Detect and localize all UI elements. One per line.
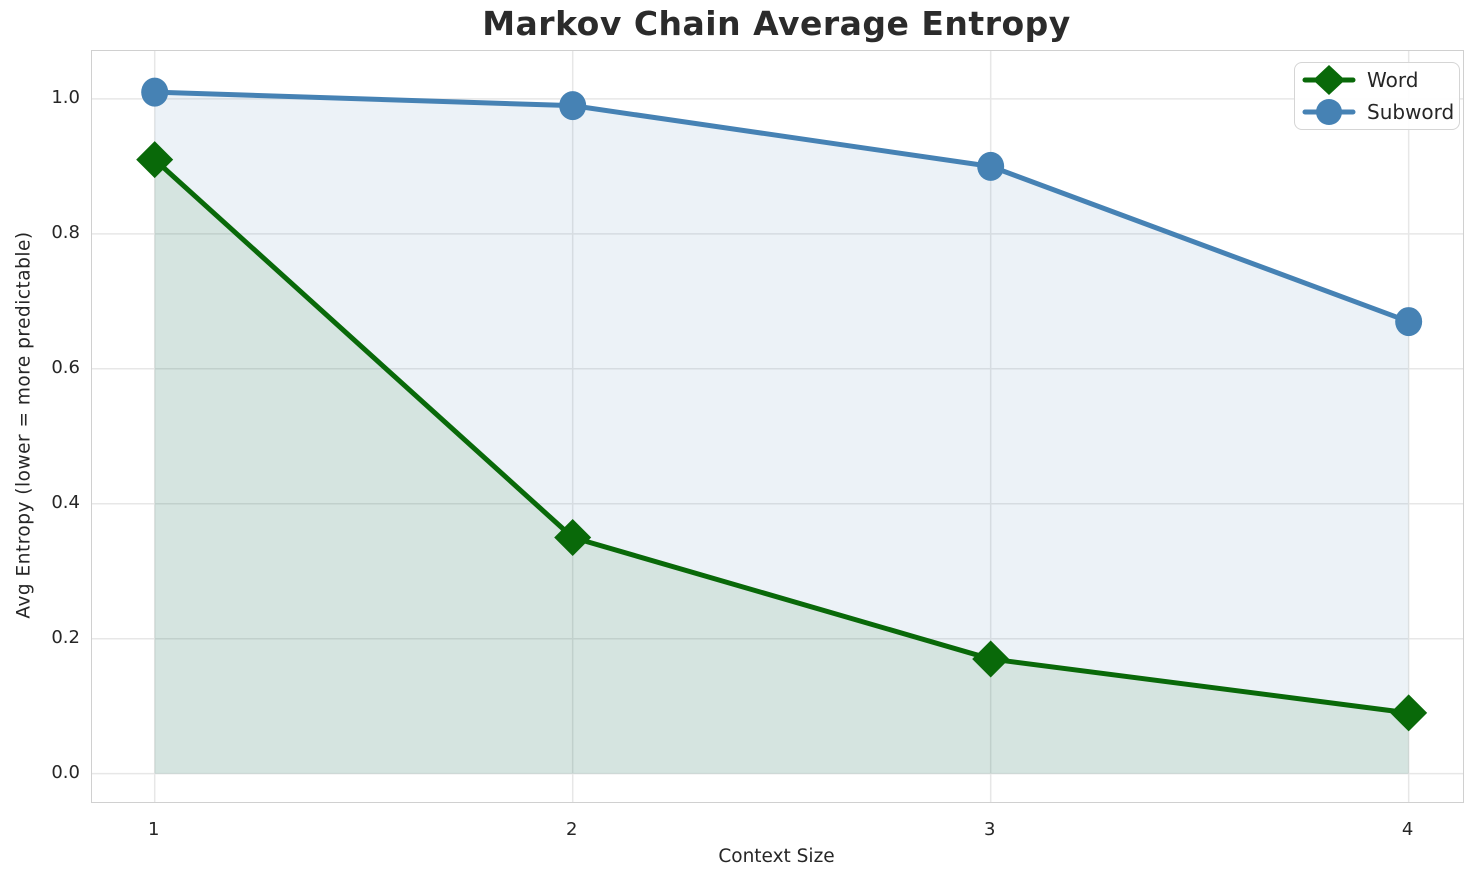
subword-circle-marker-icon (1302, 99, 1356, 125)
y-tick-label: 0.8 (51, 221, 80, 243)
y-tick-label: 0.2 (51, 626, 80, 648)
legend-item-word: Word (1301, 64, 1453, 96)
y-tick-label: 0.0 (51, 761, 80, 783)
area-fill-subword (154, 92, 1409, 774)
legend-label-word: Word (1367, 68, 1419, 92)
plot-canvas (92, 51, 1463, 802)
data-point-diamond-word (554, 518, 592, 556)
plot-area (91, 50, 1464, 803)
x-tick-label: 4 (1401, 819, 1414, 840)
data-point-diamond-word (972, 640, 1010, 678)
chart-title: Markov Chain Average Entropy (482, 4, 1071, 43)
area-fill-word (154, 159, 1409, 774)
y-tick-label: 0.6 (51, 356, 80, 378)
x-tick-label: 2 (565, 819, 578, 840)
x-tick-label: 3 (983, 819, 996, 840)
data-point-circle-subword (141, 77, 169, 107)
y-axis-label: Avg Entropy (lower = more predictable) (13, 231, 35, 619)
series-line-word (152, 157, 1412, 716)
series-line-subword (152, 89, 1412, 325)
legend-item-subword: Subword (1301, 96, 1455, 128)
x-axis-label: Context Size (718, 846, 835, 867)
data-point-circle-subword (977, 151, 1005, 181)
data-point-circle-subword (1395, 307, 1423, 337)
y-tick-label: 1.0 (51, 86, 80, 108)
legend: Word Subword (1294, 62, 1460, 130)
legend-label-subword: Subword (1367, 100, 1455, 124)
data-point-diamond-word (1390, 694, 1428, 732)
word-diamond-marker-icon (1302, 65, 1356, 95)
y-tick-label: 0.4 (51, 491, 80, 513)
x-tick-label: 1 (147, 819, 160, 840)
data-point-circle-subword (559, 91, 587, 121)
